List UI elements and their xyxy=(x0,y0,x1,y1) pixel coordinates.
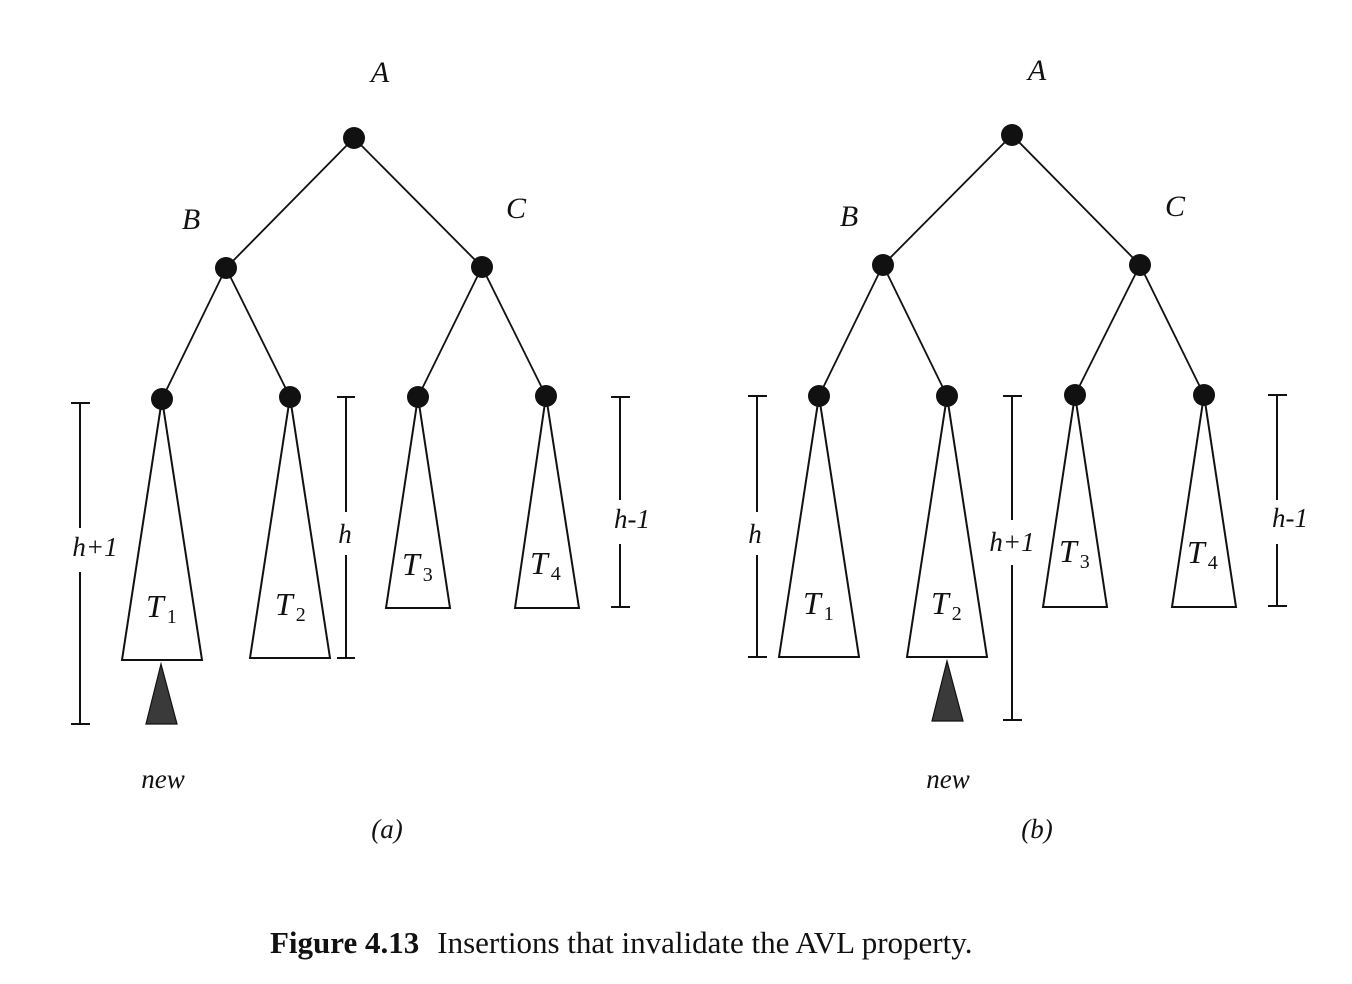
edge-b-to-t2 xyxy=(882,264,948,397)
edge-c-to-t4 xyxy=(1139,264,1205,396)
label-node-b: B xyxy=(182,203,200,236)
height-bar-right xyxy=(611,396,630,608)
label-node-b: B xyxy=(840,200,858,233)
node-c xyxy=(471,256,493,278)
node-b xyxy=(215,257,237,279)
node-t2-root xyxy=(279,386,301,408)
subtree-t2 xyxy=(248,396,332,659)
edge-a-to-c xyxy=(353,137,483,268)
subtree-t3 xyxy=(384,396,452,609)
edge-a-to-b xyxy=(225,137,355,269)
node-t4-root xyxy=(535,385,557,407)
node-t1-root xyxy=(808,385,830,407)
new-node-subtree xyxy=(931,658,964,722)
height-label-left: h xyxy=(748,519,762,549)
height-label-middle: h xyxy=(338,519,352,549)
height-bar-middle xyxy=(1003,395,1022,721)
subtree-t2 xyxy=(905,395,989,658)
caption-text: Insertions that invalidate the AVL prope… xyxy=(437,925,972,960)
new-node-subtree xyxy=(145,661,178,725)
edge-b-to-t2 xyxy=(225,267,291,398)
height-label-left: h+1 xyxy=(72,532,117,562)
new-label: new xyxy=(926,764,970,794)
label-node-c: C xyxy=(1165,190,1186,223)
panel-label-b: (b) xyxy=(1021,814,1052,844)
subtree-t1 xyxy=(120,398,204,661)
height-label-right: h-1 xyxy=(614,504,650,534)
subtree-t4 xyxy=(513,395,581,609)
new-label: new xyxy=(141,764,185,794)
node-c xyxy=(1129,254,1151,276)
edge-c-to-t4 xyxy=(481,266,547,397)
height-label-middle: h+1 xyxy=(989,527,1034,557)
edge-b-to-t1 xyxy=(818,264,884,397)
edge-a-to-c xyxy=(1011,134,1141,266)
height-bar-left xyxy=(71,402,90,725)
panel-label-a: (a) xyxy=(371,814,402,844)
subtree-t4 xyxy=(1170,394,1238,608)
figure-caption: Figure 4.13 Insertions that invalidate th… xyxy=(270,925,972,960)
label-node-c: C xyxy=(506,192,527,225)
label-node-a: A xyxy=(369,56,390,89)
node-t1-root xyxy=(151,388,173,410)
subtree-t3 xyxy=(1041,394,1109,608)
node-a xyxy=(343,127,365,149)
caption-number: Figure 4.13 xyxy=(270,925,419,960)
node-t4-root xyxy=(1193,384,1215,406)
height-bar-left xyxy=(748,395,767,658)
node-t3-root xyxy=(1064,384,1086,406)
edge-c-to-t3 xyxy=(1074,264,1141,396)
edge-b-to-t1 xyxy=(161,267,227,400)
node-a xyxy=(1001,124,1023,146)
node-b xyxy=(872,254,894,276)
edge-a-to-b xyxy=(882,134,1013,266)
node-t3-root xyxy=(407,386,429,408)
height-bar-middle xyxy=(337,396,355,659)
edge-c-to-t3 xyxy=(417,266,483,398)
height-label-right: h-1 xyxy=(1272,503,1308,533)
height-bar-right xyxy=(1268,394,1287,607)
subtree-t1 xyxy=(777,395,861,658)
label-node-a: A xyxy=(1026,54,1047,87)
node-t2-root xyxy=(936,385,958,407)
